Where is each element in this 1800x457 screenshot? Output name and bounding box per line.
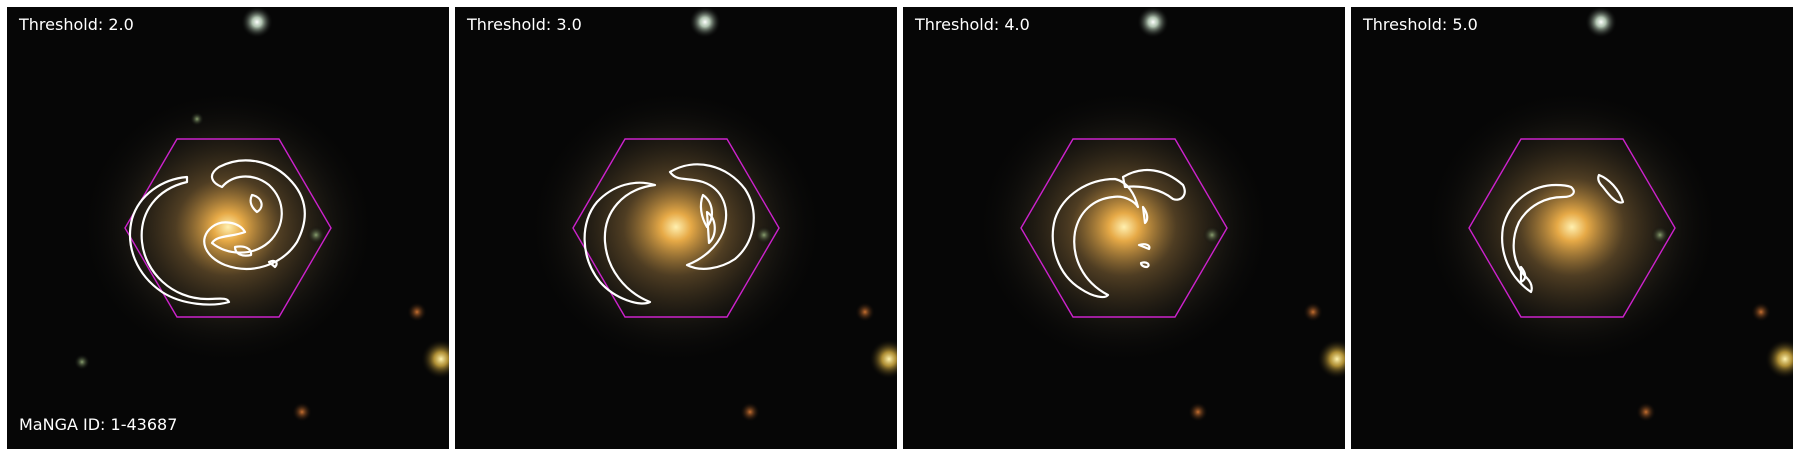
- galaxy-glow: [974, 87, 1274, 367]
- galaxy-panel-threshold-2: Threshold: 2.0 MaNGA ID: 1-43687: [7, 7, 449, 449]
- star: [689, 7, 721, 38]
- star: [1651, 226, 1669, 244]
- threshold-label: Threshold: 4.0: [915, 15, 1030, 34]
- galaxy-image: [1351, 7, 1793, 449]
- star: [869, 339, 897, 379]
- galaxy-glow: [1422, 87, 1722, 367]
- star: [855, 302, 875, 322]
- galaxy-image: [7, 7, 449, 449]
- star: [1585, 7, 1617, 38]
- star: [1188, 402, 1208, 422]
- hexagon-footprint: [572, 138, 780, 318]
- star: [292, 402, 312, 422]
- galaxy-glow: [78, 87, 378, 367]
- contour-lines: [1051, 169, 1186, 299]
- galaxy-panel-threshold-4: Threshold: 4.0: [903, 7, 1345, 449]
- star: [1303, 302, 1323, 322]
- star: [421, 339, 449, 379]
- star: [190, 112, 204, 126]
- star: [1751, 302, 1771, 322]
- galaxy-panel-threshold-3: Threshold: 3.0: [455, 7, 897, 449]
- star: [1137, 7, 1169, 38]
- hexagon-footprint: [124, 138, 332, 318]
- manga-id-label: MaNGA ID: 1-43687: [19, 415, 178, 434]
- star: [740, 402, 760, 422]
- star: [407, 302, 427, 322]
- star: [1203, 226, 1221, 244]
- contour-lines: [1501, 173, 1625, 294]
- threshold-label: Threshold: 3.0: [467, 15, 582, 34]
- star: [74, 354, 90, 370]
- galaxy-image: [903, 7, 1345, 449]
- hexagon-footprint: [1468, 138, 1676, 318]
- star: [1765, 339, 1793, 379]
- hexagon-footprint: [1020, 138, 1228, 318]
- star: [755, 226, 773, 244]
- star: [241, 7, 273, 38]
- galaxy-panel-threshold-5: Threshold: 5.0: [1351, 7, 1793, 449]
- star: [1636, 402, 1656, 422]
- contour-lines: [583, 163, 755, 305]
- star: [1317, 339, 1345, 379]
- galaxy-glow: [526, 87, 826, 367]
- star: [307, 226, 325, 244]
- threshold-label: Threshold: 5.0: [1363, 15, 1478, 34]
- galaxy-image: [455, 7, 897, 449]
- contour-lines: [128, 159, 306, 306]
- threshold-label: Threshold: 2.0: [19, 15, 134, 34]
